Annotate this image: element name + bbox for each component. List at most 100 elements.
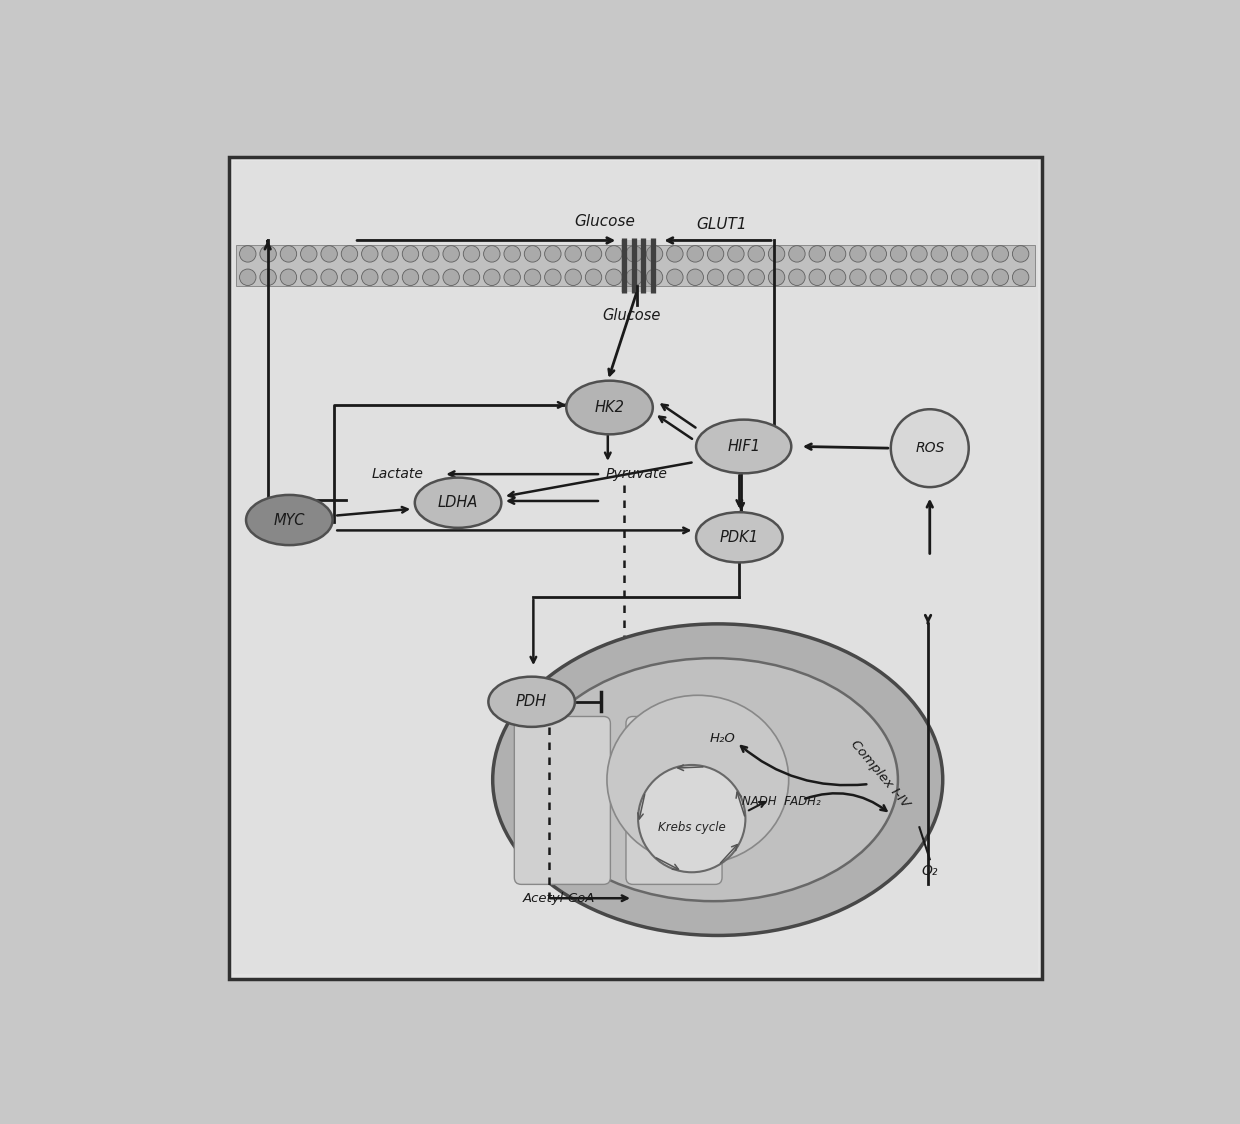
Ellipse shape bbox=[696, 419, 791, 473]
FancyBboxPatch shape bbox=[515, 716, 610, 885]
Circle shape bbox=[870, 269, 887, 285]
Circle shape bbox=[321, 269, 337, 285]
Text: Complex I-IV: Complex I-IV bbox=[848, 737, 911, 810]
Circle shape bbox=[646, 269, 662, 285]
Circle shape bbox=[687, 269, 703, 285]
Text: ROS: ROS bbox=[915, 442, 945, 455]
Ellipse shape bbox=[492, 624, 942, 935]
Circle shape bbox=[707, 269, 724, 285]
Text: H₂O: H₂O bbox=[709, 733, 735, 745]
Circle shape bbox=[341, 269, 357, 285]
Text: PDK1: PDK1 bbox=[720, 529, 759, 545]
Circle shape bbox=[300, 246, 317, 262]
Circle shape bbox=[769, 246, 785, 262]
Circle shape bbox=[667, 269, 683, 285]
Circle shape bbox=[667, 246, 683, 262]
Circle shape bbox=[402, 269, 419, 285]
Circle shape bbox=[910, 269, 928, 285]
Circle shape bbox=[951, 246, 968, 262]
Circle shape bbox=[789, 246, 805, 262]
Circle shape bbox=[565, 269, 582, 285]
Circle shape bbox=[769, 269, 785, 285]
Circle shape bbox=[280, 269, 296, 285]
FancyBboxPatch shape bbox=[621, 239, 656, 291]
Text: PDH: PDH bbox=[516, 695, 547, 709]
Text: O₂: O₂ bbox=[921, 863, 937, 878]
Circle shape bbox=[423, 269, 439, 285]
Ellipse shape bbox=[246, 495, 332, 545]
Text: Acetyl-CoA: Acetyl-CoA bbox=[523, 891, 595, 905]
Circle shape bbox=[808, 246, 826, 262]
Circle shape bbox=[890, 246, 906, 262]
Text: GLUT1: GLUT1 bbox=[696, 217, 746, 232]
Circle shape bbox=[464, 269, 480, 285]
Circle shape bbox=[830, 269, 846, 285]
Circle shape bbox=[280, 246, 296, 262]
Circle shape bbox=[565, 246, 582, 262]
Ellipse shape bbox=[415, 478, 501, 528]
Circle shape bbox=[870, 246, 887, 262]
Circle shape bbox=[890, 409, 968, 487]
Circle shape bbox=[931, 269, 947, 285]
Circle shape bbox=[503, 269, 521, 285]
Ellipse shape bbox=[489, 677, 575, 727]
Circle shape bbox=[849, 246, 867, 262]
Circle shape bbox=[728, 269, 744, 285]
Text: HK2: HK2 bbox=[595, 400, 625, 415]
Circle shape bbox=[849, 269, 867, 285]
Circle shape bbox=[992, 269, 1008, 285]
Circle shape bbox=[260, 246, 277, 262]
FancyBboxPatch shape bbox=[236, 245, 1035, 287]
Circle shape bbox=[443, 269, 459, 285]
Circle shape bbox=[830, 246, 846, 262]
Circle shape bbox=[321, 246, 337, 262]
Circle shape bbox=[300, 269, 317, 285]
FancyBboxPatch shape bbox=[626, 716, 722, 885]
Text: HIF1: HIF1 bbox=[727, 439, 760, 454]
Circle shape bbox=[585, 269, 601, 285]
Text: Pyruvate: Pyruvate bbox=[605, 468, 667, 481]
Circle shape bbox=[382, 246, 398, 262]
Ellipse shape bbox=[606, 696, 789, 864]
Text: Glucose: Glucose bbox=[575, 215, 636, 229]
Circle shape bbox=[789, 269, 805, 285]
Circle shape bbox=[605, 269, 622, 285]
Circle shape bbox=[503, 246, 521, 262]
Text: Krebs cycle: Krebs cycle bbox=[658, 821, 725, 834]
Circle shape bbox=[972, 269, 988, 285]
Circle shape bbox=[239, 269, 255, 285]
FancyBboxPatch shape bbox=[233, 161, 1038, 975]
Text: MYC: MYC bbox=[274, 513, 305, 527]
Circle shape bbox=[525, 246, 541, 262]
Circle shape bbox=[341, 246, 357, 262]
Circle shape bbox=[808, 269, 826, 285]
Circle shape bbox=[1012, 246, 1029, 262]
Circle shape bbox=[992, 246, 1008, 262]
Circle shape bbox=[646, 246, 662, 262]
Circle shape bbox=[382, 269, 398, 285]
Circle shape bbox=[544, 269, 560, 285]
Circle shape bbox=[639, 765, 745, 872]
Circle shape bbox=[931, 246, 947, 262]
Circle shape bbox=[585, 246, 601, 262]
Circle shape bbox=[707, 246, 724, 262]
Text: Glucose: Glucose bbox=[601, 308, 661, 323]
Circle shape bbox=[748, 269, 764, 285]
Text: LDHA: LDHA bbox=[438, 496, 479, 510]
Circle shape bbox=[423, 246, 439, 262]
Circle shape bbox=[910, 246, 928, 262]
Circle shape bbox=[1012, 269, 1029, 285]
Circle shape bbox=[626, 269, 642, 285]
Circle shape bbox=[605, 246, 622, 262]
Circle shape bbox=[687, 246, 703, 262]
Circle shape bbox=[443, 246, 459, 262]
Circle shape bbox=[972, 246, 988, 262]
Circle shape bbox=[626, 246, 642, 262]
Circle shape bbox=[748, 246, 764, 262]
Circle shape bbox=[951, 269, 968, 285]
Circle shape bbox=[484, 246, 500, 262]
Ellipse shape bbox=[529, 659, 898, 901]
Circle shape bbox=[362, 269, 378, 285]
Circle shape bbox=[484, 269, 500, 285]
FancyBboxPatch shape bbox=[228, 156, 1043, 979]
